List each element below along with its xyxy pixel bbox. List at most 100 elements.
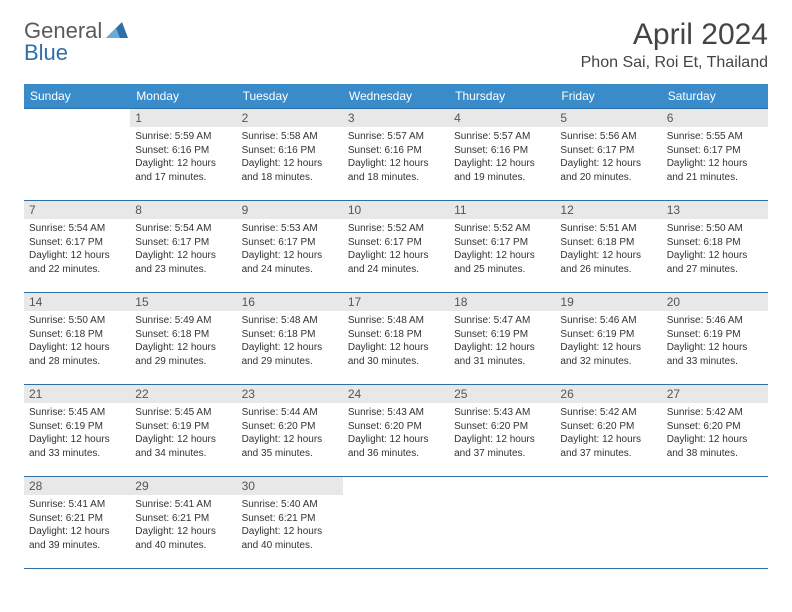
sunset-text: Sunset: 6:20 PM: [667, 420, 763, 434]
sunrise-text: Sunrise: 5:43 AM: [348, 406, 444, 420]
calendar-cell: 1Sunrise: 5:59 AMSunset: 6:16 PMDaylight…: [130, 109, 236, 201]
month-title: April 2024: [581, 18, 768, 52]
sunrise-text: Sunrise: 5:45 AM: [29, 406, 125, 420]
sunrise-text: Sunrise: 5:48 AM: [348, 314, 444, 328]
sunset-text: Sunset: 6:20 PM: [454, 420, 550, 434]
day-number: [449, 477, 555, 481]
sunset-text: Sunset: 6:17 PM: [667, 144, 763, 158]
daylight-text: Daylight: 12 hours and 27 minutes.: [667, 249, 763, 276]
calendar-cell: 8Sunrise: 5:54 AMSunset: 6:17 PMDaylight…: [130, 201, 236, 293]
day-details: Sunrise: 5:57 AMSunset: 6:16 PMDaylight:…: [449, 127, 555, 188]
daylight-text: Daylight: 12 hours and 31 minutes.: [454, 341, 550, 368]
day-details: Sunrise: 5:43 AMSunset: 6:20 PMDaylight:…: [449, 403, 555, 464]
day-number: 3: [343, 109, 449, 127]
day-details: Sunrise: 5:47 AMSunset: 6:19 PMDaylight:…: [449, 311, 555, 372]
sunrise-text: Sunrise: 5:42 AM: [667, 406, 763, 420]
day-number: 13: [662, 201, 768, 219]
calendar-cell: [555, 477, 661, 569]
calendar-cell: 15Sunrise: 5:49 AMSunset: 6:18 PMDayligh…: [130, 293, 236, 385]
daylight-text: Daylight: 12 hours and 33 minutes.: [29, 433, 125, 460]
calendar-row: 28Sunrise: 5:41 AMSunset: 6:21 PMDayligh…: [24, 477, 768, 569]
daylight-text: Daylight: 12 hours and 37 minutes.: [560, 433, 656, 460]
daylight-text: Daylight: 12 hours and 18 minutes.: [242, 157, 338, 184]
calendar-cell: 22Sunrise: 5:45 AMSunset: 6:19 PMDayligh…: [130, 385, 236, 477]
sunset-text: Sunset: 6:17 PM: [242, 236, 338, 250]
sunset-text: Sunset: 6:21 PM: [135, 512, 231, 526]
day-details: Sunrise: 5:50 AMSunset: 6:18 PMDaylight:…: [24, 311, 130, 372]
calendar-row: 1Sunrise: 5:59 AMSunset: 6:16 PMDaylight…: [24, 109, 768, 201]
daylight-text: Daylight: 12 hours and 17 minutes.: [135, 157, 231, 184]
day-details: Sunrise: 5:42 AMSunset: 6:20 PMDaylight:…: [555, 403, 661, 464]
sunrise-text: Sunrise: 5:52 AM: [348, 222, 444, 236]
daylight-text: Daylight: 12 hours and 30 minutes.: [348, 341, 444, 368]
day-number: [24, 109, 130, 113]
calendar-cell: 23Sunrise: 5:44 AMSunset: 6:20 PMDayligh…: [237, 385, 343, 477]
day-number: 6: [662, 109, 768, 127]
sunrise-text: Sunrise: 5:45 AM: [135, 406, 231, 420]
sunset-text: Sunset: 6:18 PM: [560, 236, 656, 250]
sunrise-text: Sunrise: 5:51 AM: [560, 222, 656, 236]
daylight-text: Daylight: 12 hours and 21 minutes.: [667, 157, 763, 184]
sunset-text: Sunset: 6:20 PM: [242, 420, 338, 434]
day-details: Sunrise: 5:58 AMSunset: 6:16 PMDaylight:…: [237, 127, 343, 188]
location-text: Phon Sai, Roi Et, Thailand: [581, 54, 768, 72]
day-details: Sunrise: 5:52 AMSunset: 6:17 PMDaylight:…: [449, 219, 555, 280]
daylight-text: Daylight: 12 hours and 26 minutes.: [560, 249, 656, 276]
sunrise-text: Sunrise: 5:54 AM: [29, 222, 125, 236]
daylight-text: Daylight: 12 hours and 35 minutes.: [242, 433, 338, 460]
day-number: [555, 477, 661, 481]
day-number: 5: [555, 109, 661, 127]
day-details: Sunrise: 5:46 AMSunset: 6:19 PMDaylight:…: [662, 311, 768, 372]
daylight-text: Daylight: 12 hours and 36 minutes.: [348, 433, 444, 460]
daylight-text: Daylight: 12 hours and 40 minutes.: [242, 525, 338, 552]
day-number: 10: [343, 201, 449, 219]
day-details: Sunrise: 5:52 AMSunset: 6:17 PMDaylight:…: [343, 219, 449, 280]
sunrise-text: Sunrise: 5:49 AM: [135, 314, 231, 328]
logo-triangle-icon: [106, 18, 128, 44]
sunrise-text: Sunrise: 5:46 AM: [560, 314, 656, 328]
calendar-cell: [449, 477, 555, 569]
day-number: [662, 477, 768, 481]
calendar-cell: 3Sunrise: 5:57 AMSunset: 6:16 PMDaylight…: [343, 109, 449, 201]
calendar-cell: [24, 109, 130, 201]
day-details: Sunrise: 5:45 AMSunset: 6:19 PMDaylight:…: [24, 403, 130, 464]
daylight-text: Daylight: 12 hours and 34 minutes.: [135, 433, 231, 460]
calendar-cell: [343, 477, 449, 569]
sunrise-text: Sunrise: 5:43 AM: [454, 406, 550, 420]
sunset-text: Sunset: 6:18 PM: [29, 328, 125, 342]
sunset-text: Sunset: 6:17 PM: [348, 236, 444, 250]
day-header: Friday: [555, 84, 661, 109]
day-details: Sunrise: 5:44 AMSunset: 6:20 PMDaylight:…: [237, 403, 343, 464]
day-number: 17: [343, 293, 449, 311]
day-number: 14: [24, 293, 130, 311]
sunrise-text: Sunrise: 5:44 AM: [242, 406, 338, 420]
sunrise-text: Sunrise: 5:41 AM: [135, 498, 231, 512]
calendar-cell: 29Sunrise: 5:41 AMSunset: 6:21 PMDayligh…: [130, 477, 236, 569]
sunrise-text: Sunrise: 5:40 AM: [242, 498, 338, 512]
calendar-row: 7Sunrise: 5:54 AMSunset: 6:17 PMDaylight…: [24, 201, 768, 293]
daylight-text: Daylight: 12 hours and 37 minutes.: [454, 433, 550, 460]
day-details: Sunrise: 5:54 AMSunset: 6:17 PMDaylight:…: [24, 219, 130, 280]
day-details: Sunrise: 5:59 AMSunset: 6:16 PMDaylight:…: [130, 127, 236, 188]
sunset-text: Sunset: 6:17 PM: [560, 144, 656, 158]
calendar-cell: 27Sunrise: 5:42 AMSunset: 6:20 PMDayligh…: [662, 385, 768, 477]
day-number: 29: [130, 477, 236, 495]
logo-text-blue: Blue: [24, 40, 68, 65]
daylight-text: Daylight: 12 hours and 19 minutes.: [454, 157, 550, 184]
sunset-text: Sunset: 6:16 PM: [454, 144, 550, 158]
sunset-text: Sunset: 6:20 PM: [560, 420, 656, 434]
sunset-text: Sunset: 6:20 PM: [348, 420, 444, 434]
sunrise-text: Sunrise: 5:50 AM: [667, 222, 763, 236]
daylight-text: Daylight: 12 hours and 39 minutes.: [29, 525, 125, 552]
sunset-text: Sunset: 6:21 PM: [242, 512, 338, 526]
sunrise-text: Sunrise: 5:41 AM: [29, 498, 125, 512]
sunset-text: Sunset: 6:17 PM: [454, 236, 550, 250]
day-number: 8: [130, 201, 236, 219]
sunset-text: Sunset: 6:21 PM: [29, 512, 125, 526]
sunset-text: Sunset: 6:18 PM: [242, 328, 338, 342]
calendar-cell: 14Sunrise: 5:50 AMSunset: 6:18 PMDayligh…: [24, 293, 130, 385]
calendar-cell: 2Sunrise: 5:58 AMSunset: 6:16 PMDaylight…: [237, 109, 343, 201]
day-number: 2: [237, 109, 343, 127]
daylight-text: Daylight: 12 hours and 22 minutes.: [29, 249, 125, 276]
calendar-cell: 25Sunrise: 5:43 AMSunset: 6:20 PMDayligh…: [449, 385, 555, 477]
